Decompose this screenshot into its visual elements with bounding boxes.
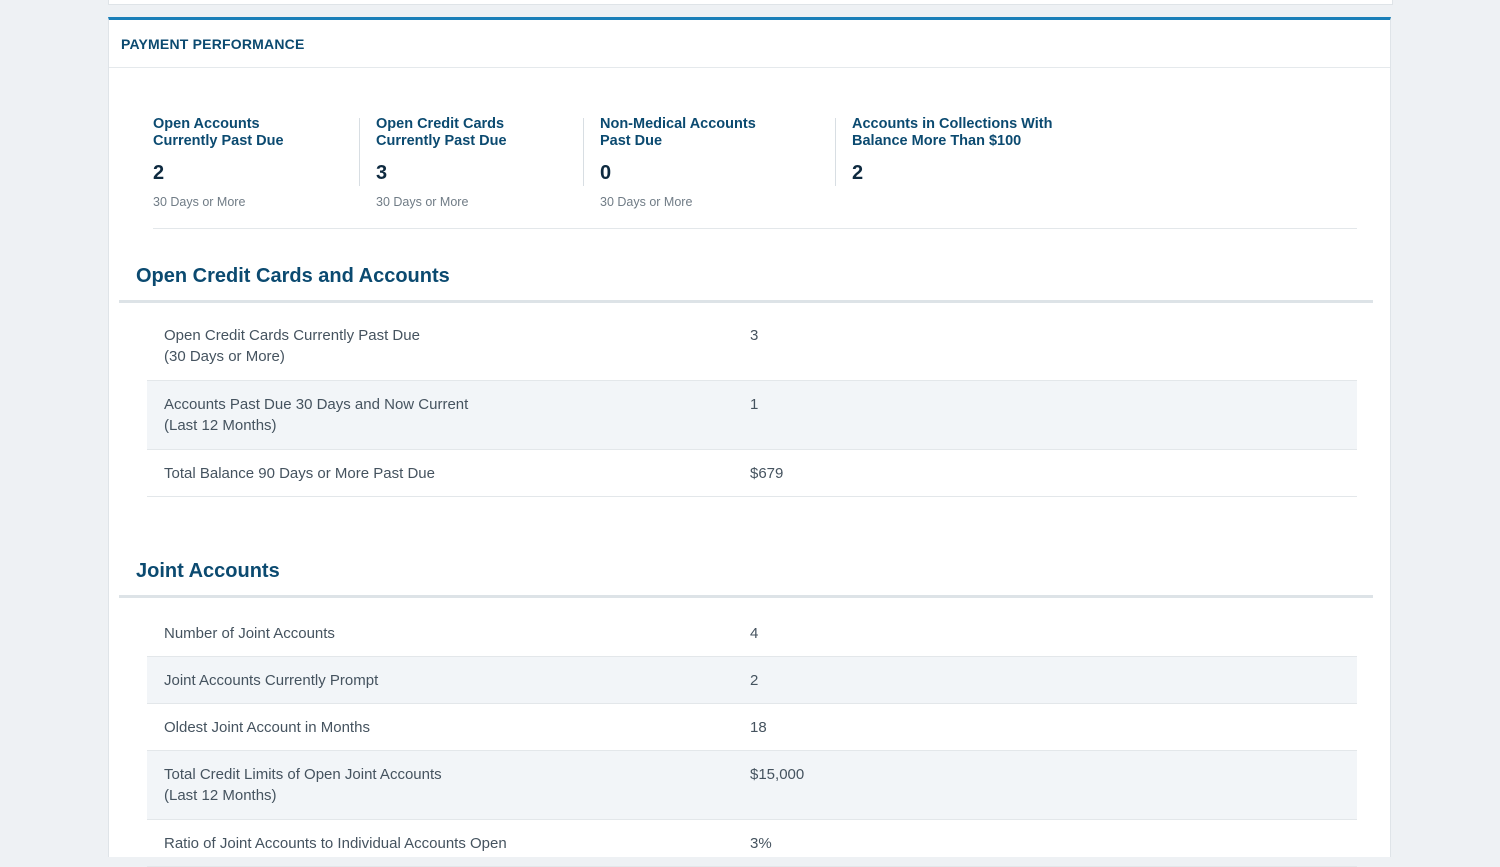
stat-value: 2 — [153, 162, 165, 184]
row-label: Number of Joint Accounts — [164, 625, 335, 642]
stat-value: 3 — [376, 162, 388, 184]
stat-value: 2 — [852, 162, 864, 184]
table-row: Oldest Joint Account in Months 18 — [147, 704, 1357, 751]
stat-open-accounts-past-due: Open Accounts Currently Past Due 2 30 Da… — [153, 116, 353, 209]
table-row: Total Credit Limits of Open Joint Accoun… — [147, 751, 1357, 820]
row-label: Open Credit Cards Currently Past Due (30… — [164, 327, 420, 365]
row-label: Total Balance 90 Days or More Past Due — [164, 465, 435, 482]
row-value: 1 — [750, 396, 759, 413]
row-value: 4 — [750, 625, 759, 642]
row-label: Joint Accounts Currently Prompt — [164, 672, 379, 689]
stat-label: Open Credit Cards Currently Past Due — [376, 116, 507, 149]
stat-sub: 30 Days or More — [153, 195, 246, 209]
table-row: Total Balance 90 Days or More Past Due $… — [147, 450, 1357, 497]
section-title-joint-accounts: Joint Accounts — [119, 560, 1373, 598]
card-title: PAYMENT PERFORMANCE — [109, 20, 1390, 68]
summary-stats: Open Accounts Currently Past Due 2 30 Da… — [153, 116, 1357, 229]
row-value: 3 — [750, 327, 759, 344]
stat-collections-over-100: Accounts in Collections With Balance Mor… — [852, 116, 1112, 188]
table-row: Joint Accounts Currently Prompt 2 — [147, 657, 1357, 704]
section-title-open-credit: Open Credit Cards and Accounts — [119, 265, 1373, 303]
payment-performance-card: PAYMENT PERFORMANCE Open Accounts Curren… — [108, 17, 1391, 867]
stat-credit-cards-past-due: Open Credit Cards Currently Past Due 3 3… — [376, 116, 576, 209]
row-value: $15,000 — [750, 766, 805, 783]
stat-sub: 30 Days or More — [376, 195, 469, 209]
stat-label: Non-Medical Accounts Past Due — [600, 116, 756, 149]
row-value: 18 — [750, 719, 767, 736]
table-row: Accounts Past Due 30 Days and Now Curren… — [147, 381, 1357, 450]
stat-non-medical-past-due: Non-Medical Accounts Past Due 0 30 Days … — [600, 116, 830, 209]
previous-card-edge — [108, 0, 1393, 5]
joint-accounts-table: Number of Joint Accounts 4 Joint Account… — [147, 610, 1357, 867]
row-value: $679 — [750, 465, 784, 482]
stat-sub: 30 Days or More — [600, 195, 693, 209]
row-label: Total Credit Limits of Open Joint Accoun… — [164, 766, 442, 804]
row-label: Oldest Joint Account in Months — [164, 719, 370, 736]
table-row: Number of Joint Accounts 4 — [147, 610, 1357, 657]
stat-label: Accounts in Collections With Balance Mor… — [852, 116, 1053, 149]
row-value: 2 — [750, 672, 759, 689]
table-row: Open Credit Cards Currently Past Due (30… — [147, 304, 1357, 381]
open-credit-table: Open Credit Cards Currently Past Due (30… — [147, 304, 1357, 497]
stat-label: Open Accounts Currently Past Due — [153, 116, 284, 149]
stat-divider — [583, 118, 584, 186]
stat-divider — [359, 118, 360, 186]
stat-value: 0 — [600, 162, 612, 184]
stat-divider — [835, 118, 836, 186]
row-label: Accounts Past Due 30 Days and Now Curren… — [164, 396, 469, 434]
